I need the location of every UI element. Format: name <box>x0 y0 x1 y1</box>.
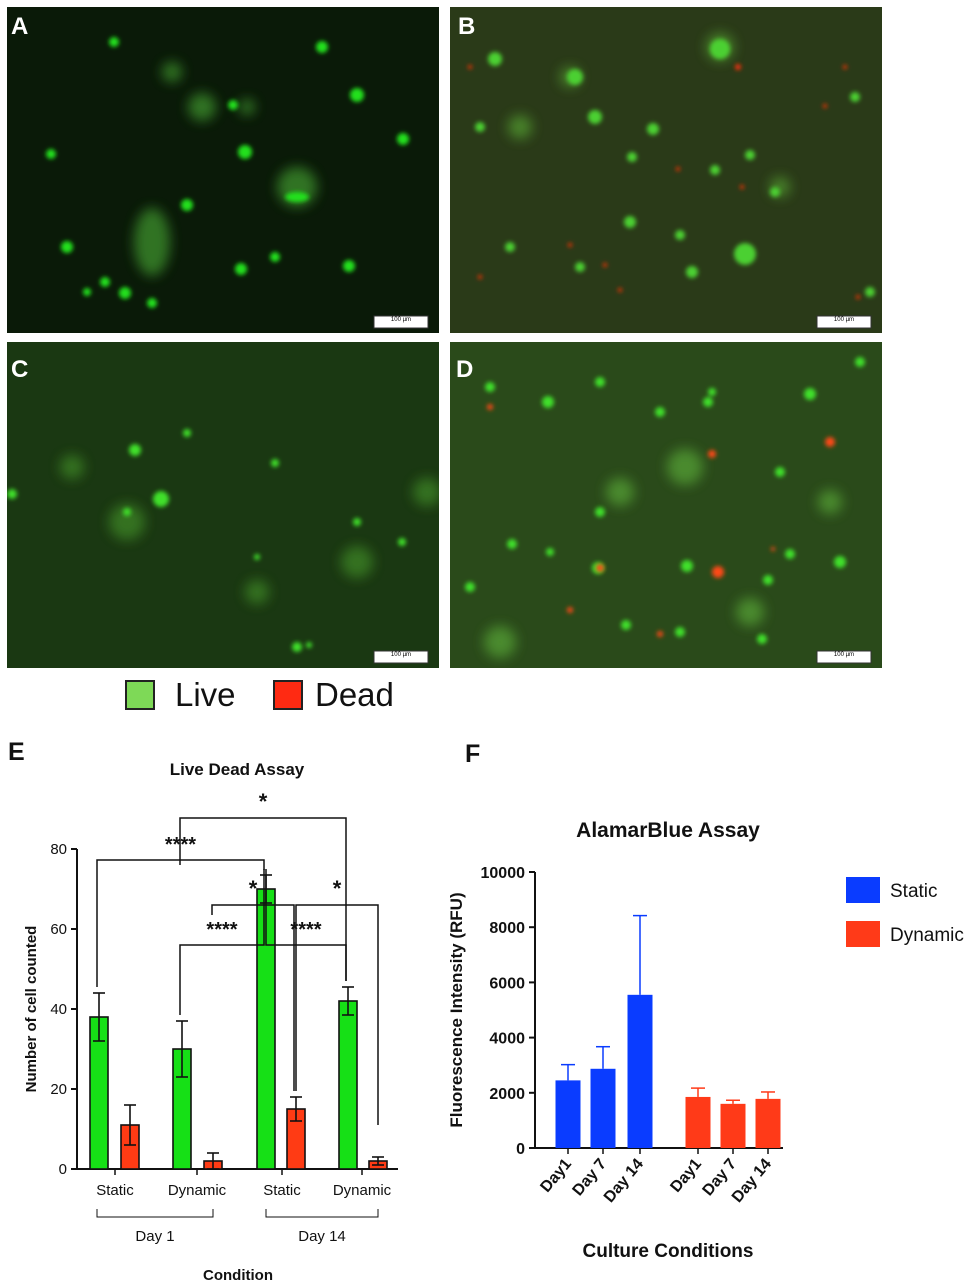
micrograph-panel-a: A 100 µm <box>7 7 439 333</box>
scale-bar-label-d: 100 µm <box>833 652 855 658</box>
x-axis-label: Condition <box>203 1267 273 1284</box>
y-tick-label: 60 <box>50 921 67 938</box>
x-tick-label: Dynamic <box>333 1182 392 1199</box>
legend-label: Dynamic <box>890 925 964 946</box>
x-tick-label: Static <box>263 1182 301 1199</box>
scale-bar-label-c: 100 µm <box>390 652 412 658</box>
panel-label-e: E <box>8 738 25 766</box>
legend-item-live: Live <box>125 676 236 714</box>
y-tick-label: 40 <box>50 1001 67 1018</box>
panel-label-f: F <box>465 740 481 768</box>
significance-label: **** <box>290 919 321 941</box>
x-tick-label: Day 14 <box>601 1156 647 1207</box>
micrograph-panel-b: B 100 µm <box>450 7 882 333</box>
panel-label-a: A <box>11 13 29 40</box>
y-tick-label: 8000 <box>489 920 525 937</box>
panel-label-c: C <box>11 356 29 383</box>
legend-label-live: Live <box>175 676 236 713</box>
legend-swatch <box>846 877 880 903</box>
dynamic-bar <box>720 1103 746 1148</box>
static-bar <box>555 1080 581 1148</box>
significance-bracket <box>179 869 265 1015</box>
group-bracket <box>265 1209 379 1218</box>
significance-bracket <box>179 817 347 981</box>
chart-title: AlamarBlue Assay <box>576 819 760 842</box>
significance-bracket <box>265 869 347 981</box>
group-label: Day 14 <box>298 1228 346 1245</box>
y-tick-label: 6000 <box>489 975 525 992</box>
micrograph-image-b <box>450 7 882 333</box>
dynamic-bar <box>685 1096 711 1148</box>
micrograph-panel-c: C 100 µm <box>7 342 439 668</box>
y-tick-label: 4000 <box>489 1031 525 1048</box>
y-tick-label: 2000 <box>489 1086 525 1103</box>
group-bracket <box>96 1209 214 1218</box>
legend-item-dead: Dead <box>273 676 394 714</box>
scale-bar-label-b: 100 µm <box>833 317 855 323</box>
static-bar <box>590 1068 616 1148</box>
significance-bracket <box>96 859 265 987</box>
alamarblue-assay-chart: AlamarBlue Assay 0 2000 4000 6000 8000 10000 Fl… <box>450 819 964 1262</box>
y-tick-label: 20 <box>50 1081 67 1098</box>
x-tick-label: Dynamic <box>168 1182 227 1199</box>
live-bar <box>338 1000 358 1170</box>
scale-bar-label-a: 100 µm <box>390 317 412 323</box>
micrograph-image-c <box>7 342 439 668</box>
significance-label: * <box>259 789 268 814</box>
y-tick-label: 80 <box>50 841 67 858</box>
x-tick-label: Static <box>96 1182 134 1199</box>
y-tick-label: 10000 <box>481 865 526 882</box>
significance-label: * <box>249 876 258 901</box>
chart-title: Live Dead Assay <box>170 760 305 779</box>
micrograph-image-d <box>450 342 882 668</box>
significance-label: **** <box>206 919 237 941</box>
significance-bracket <box>295 904 379 1125</box>
significance-label: * <box>333 876 342 901</box>
y-tick-label: 0 <box>516 1141 525 1158</box>
panel-label-d: D <box>456 356 474 383</box>
micrograph-panel-d: D 100 µm <box>450 342 882 668</box>
legend-swatch-live <box>125 680 155 710</box>
dynamic-bar <box>755 1098 781 1148</box>
legend-label-dead: Dead <box>315 676 394 713</box>
group-label: Day 1 <box>135 1228 174 1245</box>
legend-swatch <box>846 921 880 947</box>
panel-label-b: B <box>458 13 476 40</box>
y-tick-label: 0 <box>59 1161 67 1178</box>
y-axis-label: Number of cell counted <box>23 926 40 1093</box>
x-axis-label: Culture Conditions <box>583 1241 754 1262</box>
significance-label: **** <box>165 834 196 856</box>
legend-label: Static <box>890 881 938 902</box>
live-dead-assay-chart: Live Dead Assay 0 20 40 60 80 Number of cell c… <box>23 760 398 1284</box>
legend-swatch-dead <box>273 680 303 710</box>
significance-bracket <box>211 904 295 1091</box>
x-tick-label: Day1 <box>537 1156 575 1196</box>
y-axis-label: Fluorescence Intensity (RFU) <box>450 892 466 1127</box>
static-bar <box>627 994 653 1148</box>
micrograph-image-a <box>7 7 439 333</box>
x-tick-label: Day1 <box>667 1156 705 1196</box>
